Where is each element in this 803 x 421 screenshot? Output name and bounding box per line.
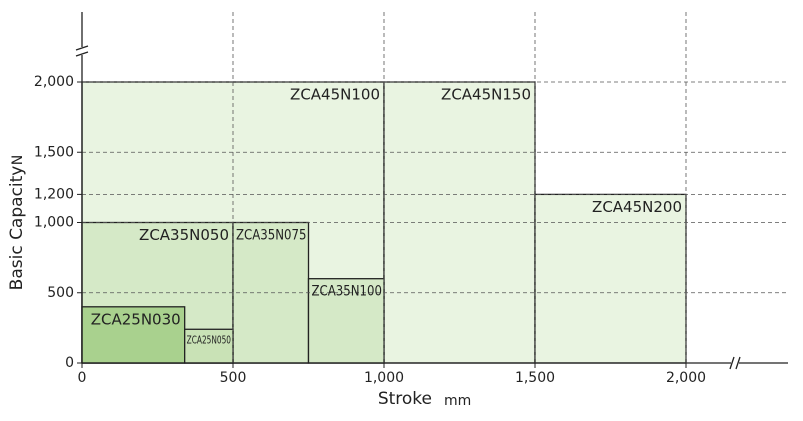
capacity-box	[534, 193, 687, 364]
x-tick-label: 1,500	[515, 370, 555, 386]
box-label: ZCA45N100	[290, 86, 380, 104]
axis-break	[76, 47, 88, 55]
box-label: ZCA25N050	[187, 333, 231, 346]
box-label: ZCA45N200	[592, 198, 682, 216]
axis-break	[731, 357, 739, 369]
box-label: ZCA35N100	[312, 284, 383, 300]
box-label: ZCA25N030	[91, 310, 181, 328]
x-tick-label: 2,000	[666, 370, 706, 386]
y-tick-label: 0	[65, 355, 74, 371]
y-axis-label: Basic Capacity	[7, 166, 27, 291]
x-tick-label: 1,000	[364, 370, 404, 386]
axis-break	[75, 45, 89, 57]
box-label: ZCA35N050	[139, 226, 229, 244]
x-axis-label: Stroke	[378, 389, 432, 409]
y-tick-label: 2,000	[34, 74, 74, 90]
x-axis-unit: mm	[444, 393, 471, 409]
y-tick-label: 500	[47, 285, 74, 301]
y-tick-label: 1,200	[34, 186, 74, 202]
x-tick-label: 500	[220, 370, 247, 386]
x-tick-label: 0	[78, 370, 87, 386]
box-label: ZCA35N075	[236, 228, 307, 244]
y-tick-label: 1,500	[34, 144, 74, 160]
y-tick-label: 1,000	[34, 215, 74, 231]
box-label: ZCA45N150	[441, 86, 531, 104]
axis-break	[729, 356, 741, 370]
y-axis-unit: N	[10, 155, 26, 165]
